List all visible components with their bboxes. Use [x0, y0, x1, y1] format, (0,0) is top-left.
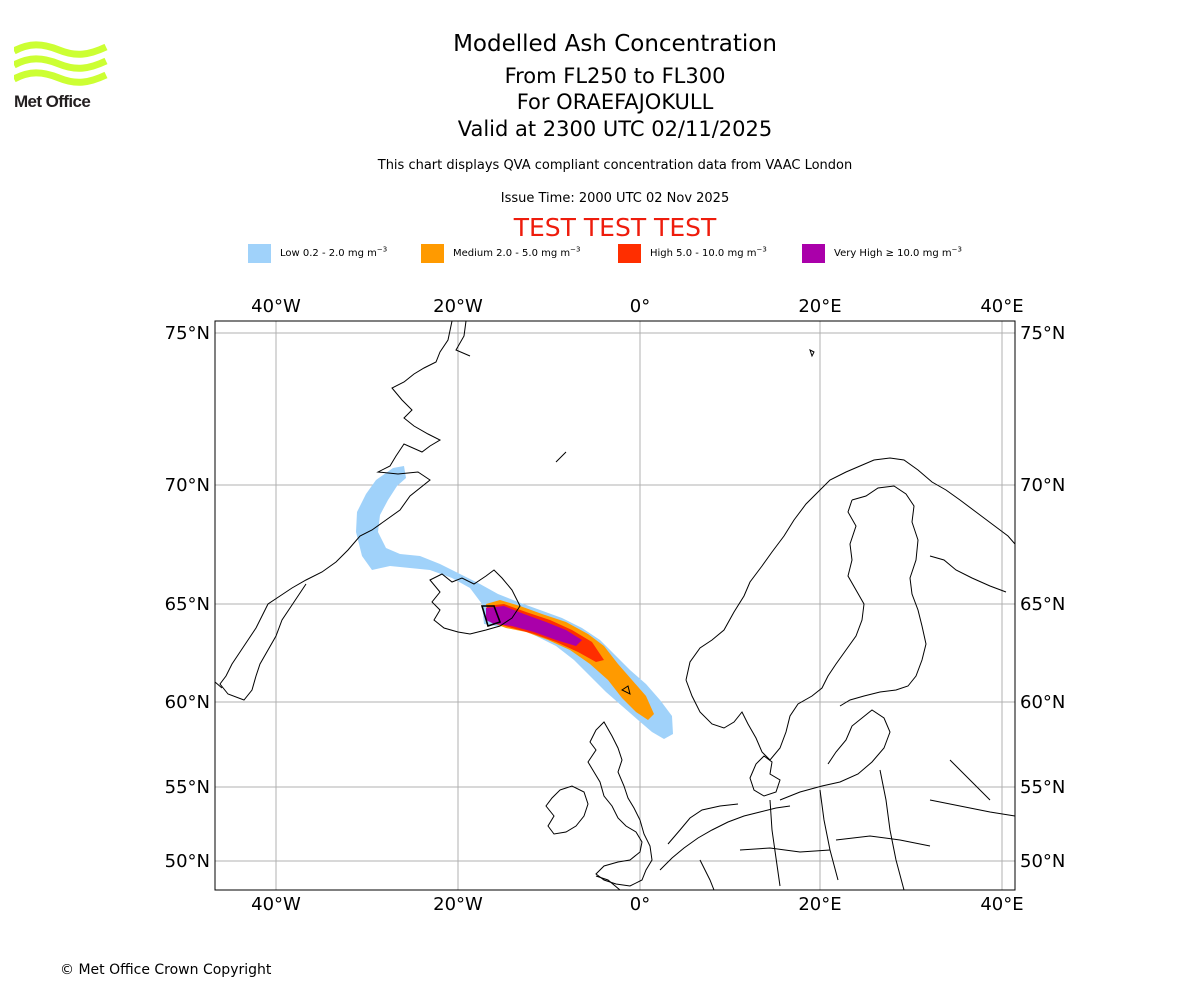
jan-mayen-coast — [555, 451, 567, 463]
volcano-outline — [480, 605, 502, 628]
issue-time: Issue Time: 2000 UTC 02 Nov 2025 — [500, 191, 730, 206]
ash-very-high-region — [486, 606, 582, 646]
lat-label-left: 65°N — [165, 594, 210, 615]
legend-high-label: High 5.0 - 10.0 mg m−3 — [650, 245, 767, 259]
coastlines — [215, 321, 1015, 890]
lat-label-right: 65°N — [1020, 594, 1065, 615]
lat-label-right: 60°N — [1020, 692, 1065, 713]
lon-label-top: 20°W — [433, 296, 483, 317]
legend-very-high: Very High ≥ 10.0 mg m−3 — [802, 244, 962, 263]
lat-label-left: 60°N — [165, 692, 210, 713]
ash-low-region — [356, 466, 673, 739]
flight-level-range: From FL250 to FL300 — [504, 64, 726, 88]
uk-coast — [587, 721, 653, 887]
test-banner: TEST TEST TEST — [513, 213, 717, 242]
lat-label-right: 50°N — [1020, 851, 1065, 872]
ireland-coast — [545, 785, 589, 835]
scandinavia-coast — [685, 457, 1015, 681]
legend-low-label: Low 0.2 - 2.0 mg m−3 — [280, 245, 388, 259]
lat-label-right: 75°N — [1020, 323, 1065, 344]
lon-label-top: 20°E — [798, 296, 841, 317]
legend-medium: Medium 2.0 - 5.0 mg m−3 — [421, 244, 580, 263]
lon-label-top: 0° — [630, 296, 650, 317]
legend-low: Low 0.2 - 2.0 mg m−3 — [248, 244, 387, 263]
lat-label-left: 70°N — [165, 475, 210, 496]
qva-note: This chart displays QVA compliant concen… — [377, 158, 853, 173]
lon-label-top: 40°W — [251, 296, 301, 317]
lon-label-bottom: 20°W — [433, 894, 483, 915]
lon-label-bottom: 0° — [630, 894, 650, 915]
legend-high-swatch — [618, 244, 641, 263]
legend-low-swatch — [248, 244, 271, 263]
lon-label-top: 40°E — [980, 296, 1023, 317]
lat-label-left: 75°N — [165, 323, 210, 344]
legend-high: High 5.0 - 10.0 mg m−3 — [618, 244, 767, 263]
lon-label-bottom: 20°E — [798, 894, 841, 915]
lat-label-right: 70°N — [1020, 475, 1065, 496]
lat-label-right: 55°N — [1020, 777, 1065, 798]
lat-label-left: 50°N — [165, 851, 210, 872]
legend-very-high-label: Very High ≥ 10.0 mg m−3 — [834, 245, 962, 259]
legend-very-high-swatch — [802, 244, 825, 263]
legend-medium-label: Medium 2.0 - 5.0 mg m−3 — [453, 245, 581, 259]
legend-medium-swatch — [421, 244, 444, 263]
chart-title: Modelled Ash Concentration — [453, 31, 777, 57]
map-frame — [214, 320, 1016, 891]
volcano-name: For ORAEFAJOKULL — [516, 90, 714, 114]
iceland-coast — [429, 569, 521, 635]
met-office-logo-icon — [14, 41, 108, 86]
logo-text: Met Office — [14, 92, 91, 111]
valid-time: Valid at 2300 UTC 02/11/2025 — [457, 117, 773, 141]
denmark-coast — [749, 755, 781, 797]
gridlines — [215, 321, 1015, 890]
lat-label-left: 55°N — [165, 777, 210, 798]
lon-label-bottom: 40°W — [251, 894, 301, 915]
lon-label-bottom: 40°E — [980, 894, 1023, 915]
greenland-coast — [219, 321, 453, 701]
copyright-notice: © Met Office Crown Copyright — [60, 962, 272, 978]
